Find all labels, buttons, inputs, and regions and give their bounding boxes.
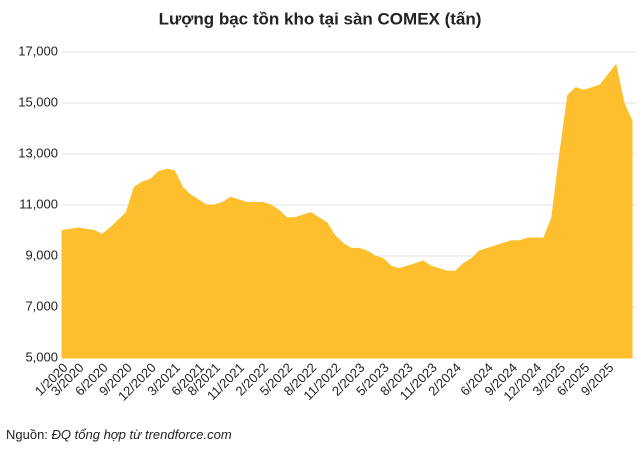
y-tick-label: 11,000 bbox=[19, 196, 58, 211]
y-tick-label: 5,000 bbox=[25, 349, 58, 364]
source-text: ĐQ tổng hợp từ trendforce.com bbox=[52, 427, 232, 442]
source-label: Nguồn: bbox=[6, 427, 48, 442]
source: Nguồn: ĐQ tổng hợp từ trendforce.com bbox=[6, 427, 232, 442]
chart-title: Lượng bạc tồn kho tại sàn COMEX (tấn) bbox=[159, 9, 482, 28]
y-tick-label: 7,000 bbox=[25, 298, 58, 313]
y-tick-label: 9,000 bbox=[25, 247, 58, 262]
area bbox=[61, 63, 633, 359]
y-tick-label: 17,000 bbox=[18, 43, 58, 58]
y-tick-label: 13,000 bbox=[18, 145, 58, 160]
y-tick-label: 15,000 bbox=[18, 94, 58, 109]
